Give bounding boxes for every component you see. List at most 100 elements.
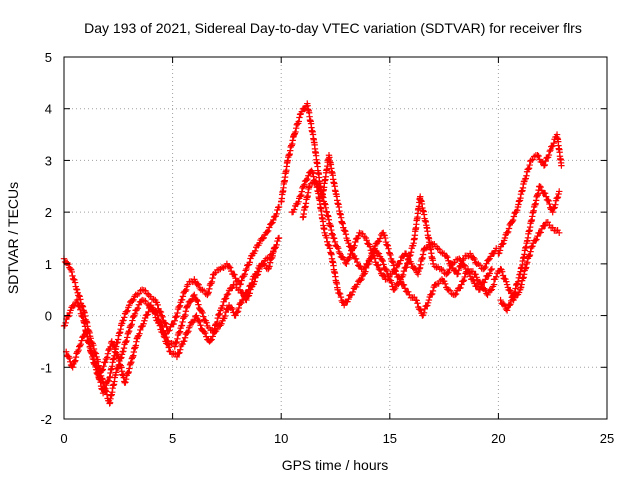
track-marker: [487, 253, 494, 260]
data-point: [527, 157, 535, 164]
track-marker: [244, 289, 251, 296]
track-marker: [526, 253, 533, 260]
track-marker: [335, 245, 342, 252]
y-tick-label: -2: [40, 412, 52, 427]
data-point: [67, 307, 74, 314]
track-marker: [254, 268, 261, 275]
track-marker: [470, 276, 477, 284]
track-marker: [193, 296, 200, 304]
track-marker: [291, 206, 298, 213]
track-marker: [292, 128, 299, 136]
track-marker: [297, 191, 305, 199]
track-marker: [546, 147, 553, 155]
track-marker: [231, 271, 238, 278]
x-tick-label: 20: [491, 431, 505, 446]
track-marker: [104, 350, 112, 357]
track-marker: [215, 311, 222, 319]
track-marker: [103, 388, 110, 395]
x-tick-label: 5: [169, 431, 176, 446]
track-marker: [90, 345, 98, 353]
track-marker: [397, 257, 404, 264]
track-marker: [184, 329, 191, 336]
series-track-6: [299, 152, 496, 293]
track-marker: [270, 216, 277, 224]
track-marker: [477, 282, 485, 290]
data-point: [488, 265, 496, 273]
track-marker: [454, 270, 462, 277]
track-marker: [293, 121, 301, 128]
track-marker: [221, 312, 229, 320]
x-tick-label: 25: [600, 431, 614, 446]
data-point: [501, 234, 509, 242]
track-marker: [174, 309, 181, 317]
track-marker: [135, 301, 143, 308]
track-marker: [241, 293, 248, 300]
track-marker: [72, 353, 80, 361]
track-marker: [347, 244, 355, 251]
track-marker: [77, 296, 84, 303]
track-marker: [209, 333, 216, 340]
track-marker: [309, 170, 317, 177]
track-marker: [248, 279, 256, 287]
data-point: [547, 146, 554, 154]
track-marker: [446, 265, 453, 273]
track-marker: [499, 268, 506, 275]
track-marker: [460, 277, 468, 284]
track-marker: [331, 238, 339, 246]
track-marker: [515, 289, 523, 296]
track-marker: [226, 264, 234, 271]
track-marker: [266, 224, 273, 231]
track-marker: [452, 290, 460, 298]
track-marker: [176, 303, 183, 311]
track-marker: [176, 302, 184, 309]
data-point: [523, 260, 530, 268]
track-marker: [514, 278, 522, 285]
track-marker: [457, 284, 464, 292]
track-marker: [100, 380, 107, 388]
track-marker: [181, 311, 189, 319]
track-marker: [368, 250, 376, 258]
track-marker: [417, 306, 424, 314]
data-point: [558, 162, 565, 169]
track-marker: [219, 302, 227, 309]
track-marker: [105, 346, 112, 354]
track-marker: [471, 255, 478, 263]
data-point: [210, 271, 218, 278]
track-marker: [380, 272, 387, 279]
track-marker: [413, 297, 420, 304]
track-marker: [68, 268, 76, 276]
data-point: [334, 286, 341, 293]
series-track-3: [62, 245, 278, 386]
track-marker: [129, 297, 136, 305]
x-axis-label: GPS time / hours: [282, 457, 389, 473]
track-marker: [428, 291, 435, 298]
data-point: [73, 286, 81, 293]
track-marker: [76, 342, 84, 349]
track-marker: [267, 255, 274, 263]
data-point: [534, 152, 541, 159]
track-marker: [137, 326, 144, 334]
track-marker: [401, 285, 409, 292]
x-tick-label: 15: [383, 431, 397, 446]
data-point: [336, 250, 344, 257]
track-marker: [511, 294, 518, 302]
track-marker: [182, 308, 190, 315]
data-point: [69, 364, 76, 371]
track-marker: [513, 281, 520, 289]
track-marker: [538, 225, 546, 233]
track-marker: [481, 279, 488, 286]
track-marker: [297, 193, 304, 200]
track-marker: [523, 172, 530, 179]
track-marker: [89, 355, 97, 363]
data-point: [466, 250, 474, 257]
track-marker: [263, 228, 271, 236]
track-marker: [75, 346, 82, 354]
series-track-9: [490, 219, 563, 304]
track-marker: [105, 377, 112, 384]
track-marker: [96, 372, 103, 380]
track-marker: [400, 267, 408, 275]
track-marker: [324, 238, 331, 245]
track-marker: [541, 190, 549, 197]
data-point: [125, 302, 133, 309]
data-point: [549, 208, 556, 216]
